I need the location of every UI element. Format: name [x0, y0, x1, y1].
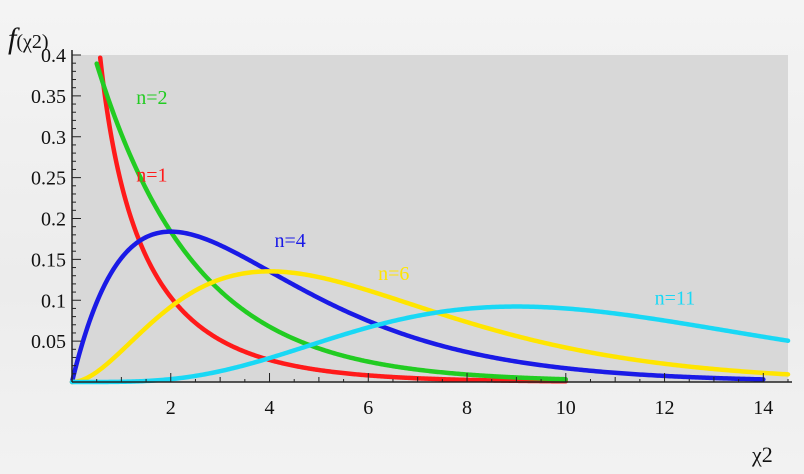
- y-tick-label: 0.3: [41, 127, 66, 149]
- y-axis-label: f(χ2): [8, 22, 49, 55]
- y-tick-label: 0.2: [41, 209, 66, 231]
- series-line-n-1: [97, 55, 569, 384]
- x-tick-label: 4: [265, 397, 275, 419]
- axes-group: 2 4 6 8 10 12 14 0.05 0.1 0.15 0.2 0.25 0.3 0.35 0.4: [31, 45, 792, 419]
- series-label-n-4: n=4: [274, 230, 305, 252]
- series-label-n-1: n=1: [136, 165, 167, 187]
- series-line-n-6: [69, 269, 791, 385]
- x-tick-label: 10: [556, 397, 576, 419]
- series-group: [69, 55, 791, 385]
- plot-area: [72, 55, 788, 382]
- x-tick-label: 12: [655, 397, 675, 419]
- x-tick-label: 8: [462, 397, 472, 419]
- y-tick-label: 0.35: [31, 86, 66, 108]
- y-tick-label: 0.4: [41, 45, 66, 67]
- x-axis-label: χ2: [751, 442, 773, 467]
- series-label-n-6: n=6: [378, 263, 409, 285]
- series-line-n-2: [94, 61, 569, 382]
- series-label-n-11: n=11: [655, 287, 696, 309]
- x-tick-label: 6: [363, 397, 373, 419]
- series-line-n-4: [69, 229, 766, 385]
- y-tick-label: 0.05: [31, 331, 66, 353]
- series-line-n-11: [69, 304, 791, 385]
- x-tick-label: 14: [753, 397, 773, 419]
- y-tick-label: 0.25: [31, 168, 66, 190]
- series-label-n-2: n=2: [136, 87, 167, 109]
- x-tick-label: 2: [166, 397, 176, 419]
- labels-group: n=1 n=2 n=4 n=6 n=11 f(χ2) χ2: [8, 22, 773, 467]
- y-tick-label: 0.1: [41, 290, 66, 312]
- y-tick-label: 0.15: [31, 249, 66, 271]
